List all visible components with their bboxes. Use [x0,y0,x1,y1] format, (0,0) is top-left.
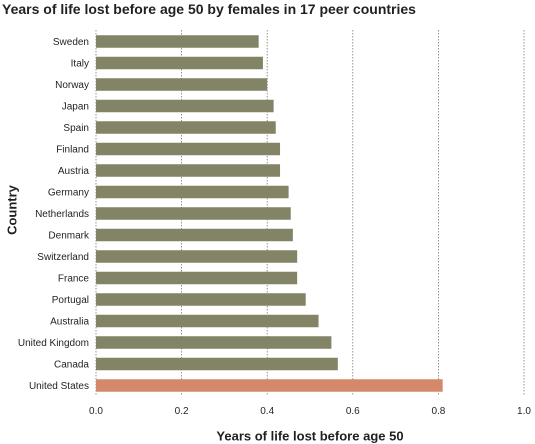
category-label: Finland [56,145,89,156]
bar-france [96,271,298,285]
x-tick-label: 0.6 [346,406,360,417]
x-tick-label: 0.0 [89,406,103,417]
category-label: Portugal [52,295,89,306]
category-label: Netherlands [35,209,89,220]
category-label: United States [29,381,89,392]
category-label: Denmark [48,231,90,242]
x-tick-label: 0.2 [175,406,189,417]
bar-united-kingdom [96,336,332,349]
category-label: Canada [54,360,89,371]
x-tick-label: 0.4 [260,406,274,417]
bar-switzerland [96,250,298,263]
bar-spain [96,121,276,134]
bar-portugal [96,293,306,306]
category-label: Italy [71,59,89,70]
bar-canada [96,357,338,371]
category-label: Austria [58,166,90,177]
bar-netherlands [96,207,291,220]
category-labels: Sweden Italy Norway Japan Spain Finland Austri… [18,37,90,392]
bar-finland [96,142,281,156]
bar-denmark [96,228,293,242]
x-tick-label: 0.8 [431,406,445,417]
bar-italy [96,56,263,70]
category-label: France [58,274,90,285]
bar-germany [96,185,289,199]
category-label: Sweden [53,37,89,48]
x-tick-label: 1.0 [517,406,531,417]
bar-sweden [96,35,259,48]
category-label: Spain [63,123,89,134]
bar-norway [96,78,268,91]
chart-title: Years of life lost before age 50 by fema… [2,1,416,17]
category-label: Japan [62,102,89,113]
bars [96,35,443,392]
category-label: Germany [48,188,89,199]
category-label: Norway [55,80,89,91]
category-label: United Kingdom [18,338,89,349]
bar-austria [96,164,281,177]
category-label: Australia [50,317,89,328]
category-label: Switzerland [37,252,89,263]
x-tick-labels: 0.0 0.2 0.4 0.6 0.8 1.0 [89,406,531,417]
bar-united-states [96,379,443,392]
x-axis-label: Years of life lost before age 50 [216,428,404,444]
bar-japan [96,99,274,113]
bar-australia [96,314,319,328]
